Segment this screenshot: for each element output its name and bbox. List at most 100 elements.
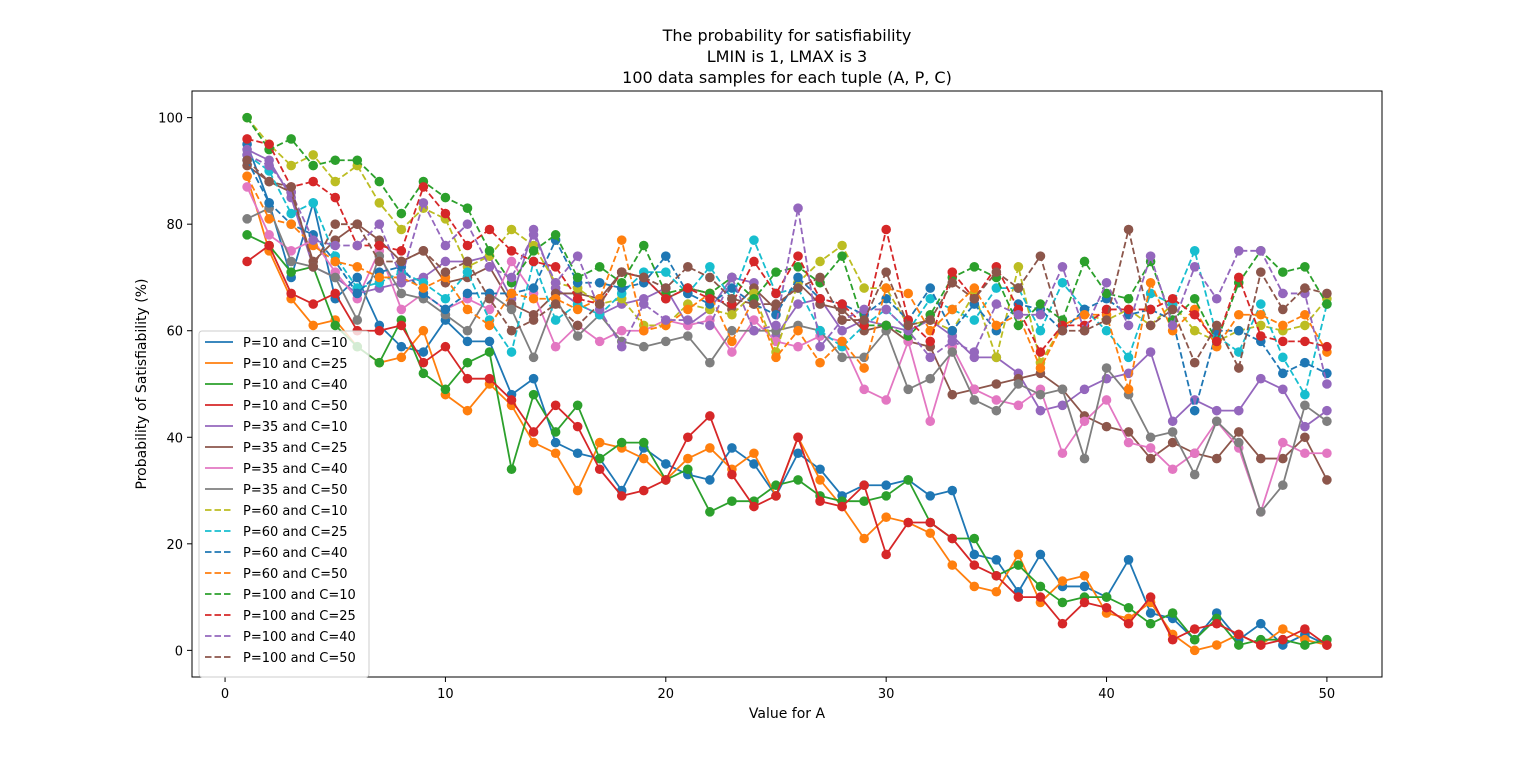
data-point xyxy=(616,325,627,336)
data-point xyxy=(727,272,737,283)
data-point xyxy=(1145,453,1156,464)
data-point xyxy=(1211,320,1222,331)
data-point xyxy=(638,240,649,251)
data-point xyxy=(506,304,517,315)
data-point xyxy=(550,315,561,325)
data-point xyxy=(1167,608,1178,618)
data-point xyxy=(771,320,781,331)
data-point xyxy=(1233,272,1244,283)
data-point xyxy=(528,293,539,304)
data-point xyxy=(705,411,715,421)
data-point xyxy=(991,299,1002,309)
data-point xyxy=(947,267,958,277)
data-point xyxy=(1167,320,1178,331)
data-point xyxy=(1101,395,1112,405)
data-point xyxy=(1278,352,1288,363)
data-point xyxy=(837,299,847,309)
data-point xyxy=(661,293,671,304)
data-point xyxy=(308,150,319,160)
data-point xyxy=(749,315,759,325)
data-point xyxy=(550,400,561,411)
x-axis: 0 10 20 30 40 50 xyxy=(221,677,1335,702)
data-point xyxy=(749,501,759,512)
data-point xyxy=(947,485,958,496)
data-point xyxy=(506,347,517,357)
data-point xyxy=(506,224,517,235)
data-point xyxy=(308,262,319,272)
data-point xyxy=(1189,634,1200,645)
data-point xyxy=(572,331,583,341)
data-point xyxy=(352,240,363,251)
legend-label: P=10 and C=25 xyxy=(243,357,348,372)
data-point xyxy=(1035,581,1046,592)
legend-label: P=100 and C=40 xyxy=(243,630,356,645)
data-point xyxy=(1013,400,1024,411)
data-point xyxy=(1278,437,1288,448)
series-5 xyxy=(242,144,1332,432)
data-point xyxy=(969,283,980,293)
data-point xyxy=(1233,309,1244,320)
data-point xyxy=(903,475,913,485)
data-point xyxy=(1167,416,1178,427)
data-point xyxy=(1300,389,1310,400)
data-point xyxy=(484,246,495,256)
data-point xyxy=(1167,304,1178,315)
data-point xyxy=(242,230,252,240)
series-15 xyxy=(242,150,1332,389)
data-point xyxy=(661,475,671,485)
data-point xyxy=(1035,405,1046,416)
data-point xyxy=(396,272,407,283)
data-point xyxy=(1123,602,1134,613)
data-point xyxy=(528,246,539,256)
data-point xyxy=(1079,384,1090,395)
data-point xyxy=(903,517,913,528)
data-point xyxy=(330,176,341,187)
data-point xyxy=(638,341,649,352)
y-tick-label: 80 xyxy=(166,218,183,233)
data-point xyxy=(242,256,252,267)
data-point xyxy=(881,491,891,501)
data-point xyxy=(1211,405,1222,416)
data-point xyxy=(793,299,803,309)
data-point xyxy=(683,331,693,341)
data-point xyxy=(594,277,605,288)
data-point xyxy=(308,320,319,331)
data-point xyxy=(727,443,737,453)
data-point xyxy=(881,320,891,331)
data-point xyxy=(1013,560,1024,570)
data-point xyxy=(1167,437,1178,448)
data-point xyxy=(969,395,980,405)
legend-label: P=60 and C=50 xyxy=(243,567,348,582)
x-tick-label: 0 xyxy=(221,687,229,702)
series-1 xyxy=(242,139,1332,650)
data-point xyxy=(1278,453,1288,464)
data-point xyxy=(484,293,495,304)
series-line xyxy=(246,175,1328,652)
data-point xyxy=(594,299,605,309)
data-point xyxy=(1278,480,1288,491)
data-point xyxy=(616,437,627,448)
data-point xyxy=(815,475,825,485)
legend-label: P=35 and C=50 xyxy=(243,483,348,498)
data-point xyxy=(881,224,891,235)
data-point xyxy=(1211,453,1222,464)
data-point xyxy=(1167,293,1178,304)
data-point xyxy=(396,320,407,331)
data-point xyxy=(550,341,561,352)
x-tick-label: 30 xyxy=(878,687,895,702)
data-point xyxy=(1300,309,1310,320)
data-point xyxy=(462,325,473,336)
series-line xyxy=(246,138,1328,353)
data-point xyxy=(418,283,429,293)
data-point xyxy=(1300,432,1310,443)
data-point xyxy=(1101,277,1112,288)
data-point xyxy=(881,512,891,522)
data-point xyxy=(661,459,671,469)
data-point xyxy=(242,171,252,182)
data-point xyxy=(396,208,407,219)
data-point xyxy=(352,155,363,166)
data-point xyxy=(1167,634,1178,645)
data-point xyxy=(771,352,781,363)
y-tick-label: 100 xyxy=(158,112,183,127)
